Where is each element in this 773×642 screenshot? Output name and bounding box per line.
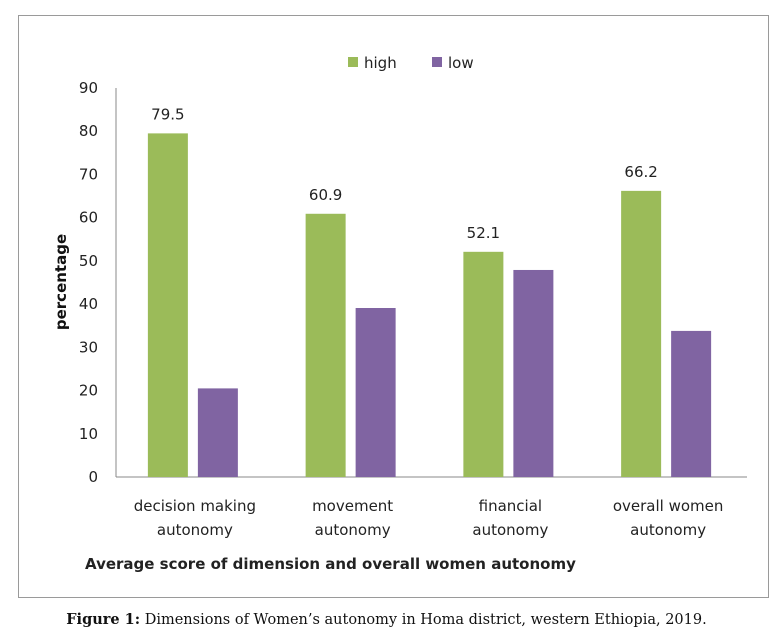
x-category-label: financial	[479, 497, 542, 515]
bar-low	[671, 330, 712, 477]
y-tick-label: 90	[79, 79, 98, 97]
bar-low	[355, 308, 396, 477]
x-category-label: autonomy	[630, 521, 706, 539]
x-category-label: overall women	[613, 497, 724, 515]
y-tick-label: 10	[79, 425, 98, 443]
caption-text: Dimensions of Women’s autonomy in Homa d…	[140, 612, 707, 628]
y-tick-label: 40	[79, 295, 98, 313]
y-tick-label: 60	[79, 209, 98, 227]
bar-high	[621, 190, 662, 477]
x-category-label: autonomy	[472, 521, 548, 539]
y-tick-label: 80	[79, 122, 98, 140]
x-category-label: autonomy	[315, 521, 391, 539]
y-tick-label: 20	[79, 382, 98, 400]
x-category-label: decision making	[134, 497, 256, 515]
bar-high	[305, 213, 346, 477]
data-label: 79.5	[151, 105, 184, 123]
bar-low	[513, 269, 554, 477]
x-category-label: autonomy	[157, 521, 233, 539]
legend-swatch-low	[432, 57, 442, 67]
data-label: 52.1	[467, 224, 500, 242]
bar-chart: 0 10 20 30 40 50 60 70 80 90 79.5 decision making au…	[52, 54, 747, 573]
y-tick-label: 70	[79, 165, 98, 183]
bar-high	[463, 251, 504, 477]
legend-label-low: low	[448, 54, 474, 72]
x-category-label: movement	[312, 497, 393, 515]
y-tick-label: 30	[79, 338, 98, 356]
data-label: 66.2	[624, 163, 657, 181]
legend-label-high: high	[364, 54, 397, 72]
y-tick-label: 0	[88, 468, 98, 486]
caption-label: Figure 1:	[66, 611, 141, 628]
y-axis-title: percentage	[52, 234, 70, 330]
legend-swatch-high	[348, 57, 358, 67]
y-tick-label: 50	[79, 252, 98, 270]
bar-low	[197, 388, 238, 477]
x-axis-title: Average score of dimension and overall w…	[85, 555, 576, 573]
data-label: 60.9	[309, 186, 342, 204]
figure-caption: Figure 1: Dimensions of Women’s autonomy…	[0, 611, 773, 628]
chart-frame	[18, 15, 769, 598]
bar-high	[147, 133, 188, 477]
